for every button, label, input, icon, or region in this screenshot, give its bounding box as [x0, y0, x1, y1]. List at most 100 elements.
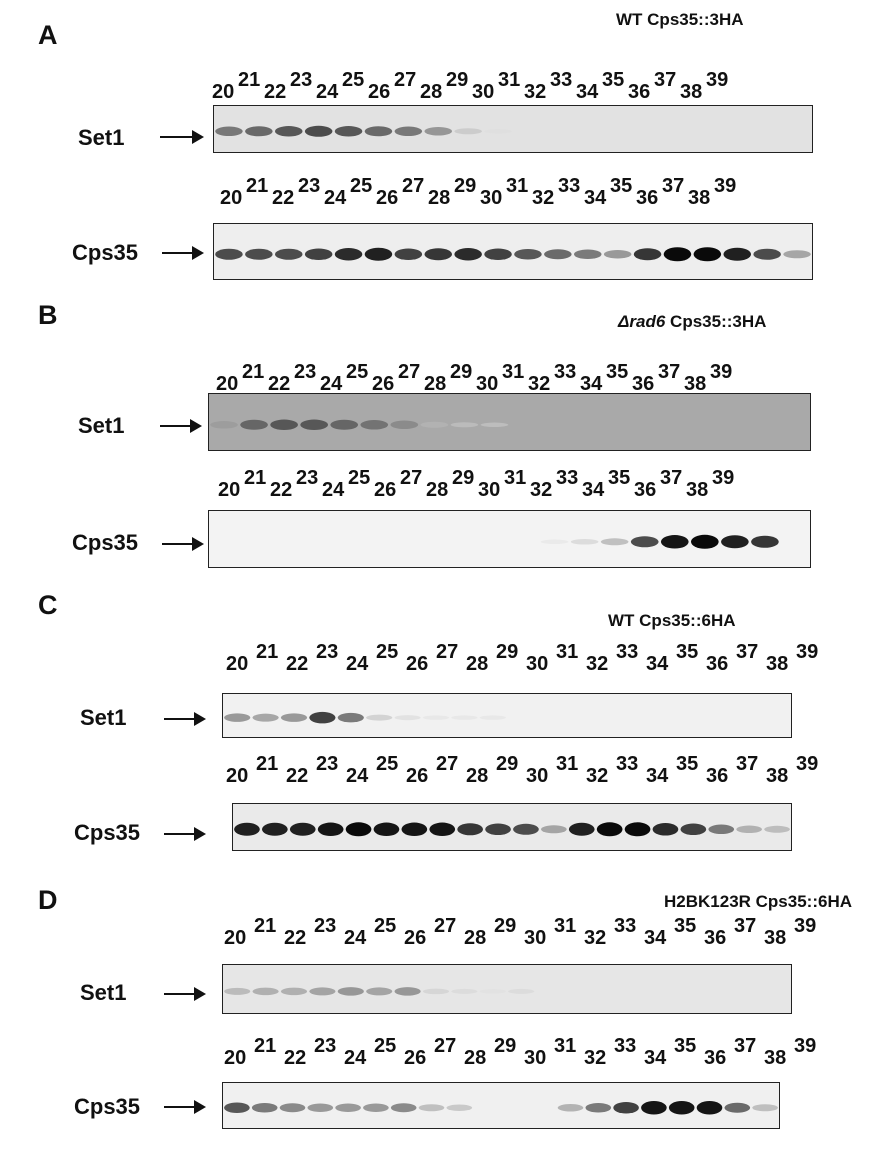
band [753, 248, 781, 260]
lane-number: 31 [556, 641, 579, 663]
lane-number: 24 [322, 479, 345, 501]
lane-number: 24 [346, 765, 369, 787]
band [708, 824, 735, 835]
band [514, 249, 542, 260]
band [337, 987, 364, 996]
lane-number: 21 [256, 641, 279, 663]
lane-number: 38 [764, 927, 787, 949]
lane-number: 29 [496, 753, 519, 775]
lane-number: 35 [674, 915, 697, 937]
band [600, 538, 629, 546]
lane-number: 29 [494, 1035, 517, 1057]
band [224, 1102, 250, 1113]
arrow-icon [164, 827, 206, 841]
band [274, 248, 303, 260]
lane-number: 37 [658, 361, 681, 383]
lane-number: 37 [662, 175, 685, 197]
band [585, 1103, 612, 1113]
lane-number: 32 [586, 653, 609, 675]
lane-number: 22 [286, 653, 309, 675]
lane-number: 24 [324, 187, 347, 209]
lane-number: 26 [406, 765, 429, 787]
lane-number: 36 [632, 373, 655, 395]
band [366, 714, 393, 721]
band [252, 987, 279, 996]
lane-number: 34 [584, 187, 607, 209]
lane-number: 24 [346, 653, 369, 675]
band-layer [224, 711, 506, 724]
band [613, 1102, 639, 1114]
lane-number: 23 [314, 1035, 337, 1057]
lane-number: 25 [348, 467, 371, 489]
lane-number: 35 [602, 69, 625, 91]
lane-number: 26 [368, 81, 391, 103]
band [451, 715, 478, 720]
blot-cps35-d [222, 1082, 780, 1129]
band [450, 422, 479, 428]
band-layer [210, 419, 509, 431]
lane-number: 36 [628, 81, 651, 103]
lane-number: 37 [734, 915, 757, 937]
band [394, 126, 423, 137]
band [240, 419, 268, 430]
band [418, 1104, 445, 1112]
lane-number: 31 [504, 467, 527, 489]
lane-number: 21 [254, 1035, 277, 1057]
lane-number: 22 [284, 1047, 307, 1069]
band [724, 1102, 751, 1113]
band [513, 823, 539, 835]
band [540, 539, 569, 545]
band [573, 249, 602, 259]
band [721, 535, 749, 549]
lane-number: 37 [736, 641, 759, 663]
lane-number: 33 [556, 467, 579, 489]
lane-number: 21 [238, 69, 261, 91]
lane-number: 27 [402, 175, 425, 197]
lane-number: 35 [606, 361, 629, 383]
lane-number: 35 [674, 1035, 697, 1057]
band [557, 1104, 584, 1112]
band [337, 712, 364, 723]
lane-number: 25 [350, 175, 373, 197]
band [317, 822, 344, 837]
band [330, 419, 359, 430]
condition-italic-b: Δrad6 [618, 312, 666, 331]
lane-number: 38 [764, 1047, 787, 1069]
blot-set1-b [208, 393, 811, 451]
lane-number: 20 [226, 653, 249, 675]
band-layer [215, 247, 811, 262]
band [485, 823, 511, 836]
band [454, 248, 482, 261]
band [663, 247, 692, 262]
lane-number: 20 [226, 765, 249, 787]
lane-number: 38 [684, 373, 707, 395]
band [300, 419, 328, 431]
band [641, 1101, 667, 1115]
lane-number: 39 [794, 915, 817, 937]
lane-number: 32 [586, 765, 609, 787]
band [764, 825, 790, 833]
lane-number: 21 [254, 915, 277, 937]
blot-cps35-a [213, 223, 813, 280]
lane-number: 33 [614, 1035, 637, 1057]
lane-number: 27 [400, 467, 423, 489]
lane-number: 20 [218, 479, 241, 501]
lane-number: 39 [710, 361, 733, 383]
band [401, 822, 428, 837]
lane-number: 27 [398, 361, 421, 383]
band [696, 1101, 723, 1115]
lane-number: 21 [244, 467, 267, 489]
lane-number: 28 [420, 81, 443, 103]
lane-number: 24 [316, 81, 339, 103]
lane-number: 25 [342, 69, 365, 91]
lane-number: 23 [294, 361, 317, 383]
lane-number: 34 [646, 765, 669, 787]
row-label-cps35-d: Cps35 [74, 1094, 141, 1119]
band [633, 248, 662, 261]
lane-number: 28 [428, 187, 451, 209]
band [274, 126, 303, 137]
lane-number: 32 [532, 187, 555, 209]
band [752, 1104, 778, 1112]
lane-number: 33 [558, 175, 581, 197]
lane-number: 26 [376, 187, 399, 209]
